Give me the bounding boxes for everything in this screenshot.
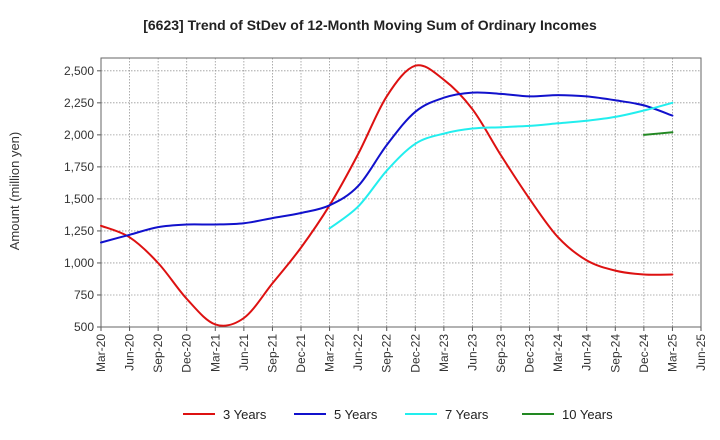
x-tick-label: Mar-20 xyxy=(94,334,108,372)
x-tick-label: Jun-22 xyxy=(351,334,365,371)
legend-label-3-years: 3 Years xyxy=(223,407,267,422)
y-tick-label: 500 xyxy=(74,320,94,334)
x-tick-label: Sep-24 xyxy=(608,334,622,373)
y-tick-label: 750 xyxy=(74,288,94,302)
x-tick-label: Mar-23 xyxy=(437,334,451,372)
y-axis-label: Amount (million yen) xyxy=(7,132,22,251)
x-tick-label: Sep-22 xyxy=(380,334,394,373)
chart-title: [6623] Trend of StDev of 12-Month Moving… xyxy=(143,17,597,33)
x-tick-label: Sep-21 xyxy=(265,334,279,373)
y-tick-label: 1,500 xyxy=(64,192,94,206)
x-tick-label: Mar-21 xyxy=(208,334,222,372)
series-line-3-years xyxy=(100,64,674,327)
y-tick-label: 2,000 xyxy=(64,128,94,142)
legend: 3 Years 5 Years 7 Years 10 Years xyxy=(183,407,613,422)
x-tick-label: Dec-20 xyxy=(180,334,194,373)
legend-label-10-years: 10 Years xyxy=(562,407,613,422)
x-tick-label: Jun-20 xyxy=(123,334,137,371)
x-tick-label: Mar-22 xyxy=(323,334,337,372)
plot-frame xyxy=(100,57,702,328)
series-line-5-years xyxy=(100,91,674,244)
x-tick-label: Jun-24 xyxy=(580,334,594,371)
legend-label-7-years: 7 Years xyxy=(445,407,489,422)
x-tick-label: Mar-24 xyxy=(551,334,565,372)
y-tick-label: 2,500 xyxy=(64,64,94,78)
x-tick-label: Mar-25 xyxy=(665,334,679,372)
x-tick-label: Jun-21 xyxy=(237,334,251,371)
plot-background xyxy=(101,58,701,327)
x-tick-label: Sep-20 xyxy=(151,334,165,373)
legend-label-5-years: 5 Years xyxy=(334,407,378,422)
y-tick-label: 1,000 xyxy=(64,256,94,270)
x-tick-label: Jun-23 xyxy=(465,334,479,371)
series-line-7-years xyxy=(328,101,674,230)
x-tick-label: Dec-22 xyxy=(408,334,422,373)
x-tick-label: Dec-23 xyxy=(523,334,537,373)
y-tick-label: 1,250 xyxy=(64,224,94,238)
series-line-10-years xyxy=(642,131,674,136)
plot-area: Mar-20 Jun-20 Sep-20 Dec-20 Mar-21 Jun-21 Sep-… xyxy=(64,57,708,373)
y-tick-label: 2,250 xyxy=(64,96,94,110)
x-tick-label: Jun-25 xyxy=(694,334,708,371)
y-tick-label: 1,750 xyxy=(64,160,94,174)
x-tick-label: Dec-21 xyxy=(294,334,308,373)
x-tick-label: Dec-24 xyxy=(637,334,651,373)
x-tick-label: Sep-23 xyxy=(494,334,508,373)
